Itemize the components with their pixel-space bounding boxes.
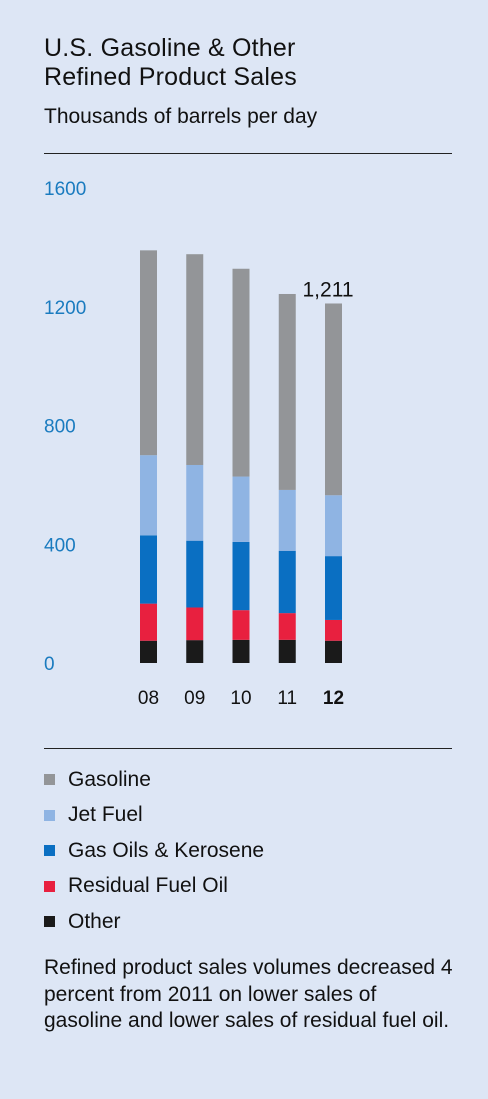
chart-title-line-1: U.S. Gasoline & Other <box>44 34 296 62</box>
y-tick-label: 1600 <box>44 179 86 200</box>
y-tick-label: 400 <box>44 535 76 556</box>
bar-segment-residual-11 <box>278 613 296 640</box>
bar-segment-gas_oils-11 <box>278 550 296 614</box>
bar-segment-other-12 <box>325 640 342 663</box>
bar-segment-other-11 <box>278 639 296 663</box>
bottom-divider <box>44 748 452 749</box>
bar-segment-jet_fuel-08 <box>140 455 157 536</box>
x-axis: 08 09 10 11 12 <box>138 688 344 709</box>
bar-segment-gasoline-11 <box>278 293 296 490</box>
bar-segment-residual-08 <box>140 603 157 641</box>
y-tick-label: 0 <box>44 654 55 675</box>
bar-stack-12 <box>325 303 342 663</box>
bar-segment-other-10 <box>232 639 250 663</box>
x-tick-label: 12 <box>323 688 344 709</box>
chart-title-line-2: Refined Product Sales <box>44 63 297 91</box>
top-divider <box>44 153 452 154</box>
bar-segment-gasoline-09 <box>186 254 204 465</box>
bar-stack-10 <box>232 268 250 663</box>
legend: Gasoline Jet Fuel Gas Oils & Kerosene Resid… <box>44 762 264 940</box>
legend-item-gas_oils: Gas Oils & Kerosene <box>44 833 264 869</box>
legend-item-residual: Residual Fuel Oil <box>44 869 264 905</box>
legend-swatch <box>44 880 55 892</box>
bar-segment-residual-12 <box>325 619 342 641</box>
y-axis: 0 400 800 1200 1600 <box>44 179 86 675</box>
bar-segment-gasoline-10 <box>232 268 250 477</box>
bar-stack-09 <box>186 254 204 663</box>
legend-label: Other <box>68 909 121 933</box>
x-tick-label: 10 <box>230 688 251 709</box>
bar-segment-other-09 <box>186 640 204 663</box>
bar-segment-other-08 <box>140 640 157 663</box>
legend-swatch <box>44 809 55 821</box>
bar-segment-residual-09 <box>186 607 204 641</box>
bar-segment-jet_fuel-09 <box>186 464 204 541</box>
bar-segment-gas_oils-12 <box>325 556 342 620</box>
bar-segment-gasoline-08 <box>140 250 157 456</box>
legend-label: Gasoline <box>68 767 151 791</box>
y-tick-label: 800 <box>44 417 76 438</box>
bar-stack-11 <box>278 293 296 663</box>
bar-segment-jet_fuel-10 <box>232 476 250 542</box>
annotations: 1,211 <box>303 278 354 301</box>
legend-item-other: Other <box>44 904 264 940</box>
legend-swatch <box>44 845 55 857</box>
legend-swatch <box>44 774 55 786</box>
x-tick-label: 09 <box>184 688 205 709</box>
legend-item-jet_fuel: Jet Fuel <box>44 798 264 834</box>
bar-segment-residual-10 <box>232 610 250 640</box>
bar-stack-08 <box>140 250 157 663</box>
bars <box>140 250 342 663</box>
x-tick-label: 08 <box>138 688 159 709</box>
chart-title: U.S. Gasoline & Other Refined Product Sa… <box>44 34 464 92</box>
bar-segment-gas_oils-08 <box>140 535 157 604</box>
legend-label: Jet Fuel <box>68 803 143 827</box>
chart-subtitle: Thousands of barrels per day <box>44 105 318 128</box>
bar-segment-jet_fuel-11 <box>278 489 296 551</box>
bar-segment-jet_fuel-12 <box>325 495 342 557</box>
stacked-bar-chart: 0 400 800 1200 1600 08 09 10 11 12 1,211 <box>44 179 354 709</box>
bar-segment-gas_oils-09 <box>186 540 204 608</box>
legend-label: Residual Fuel Oil <box>68 874 228 898</box>
x-tick-label: 11 <box>277 688 297 709</box>
legend-item-gasoline: Gasoline <box>44 762 264 798</box>
legend-swatch <box>44 916 55 928</box>
bar-segment-gasoline-12 <box>325 303 342 496</box>
total-annotation: 1,211 <box>303 278 354 301</box>
y-tick-label: 1200 <box>44 298 86 319</box>
bar-segment-gas_oils-10 <box>232 541 250 611</box>
footnote: Refined product sales volumes decreased … <box>44 956 453 1032</box>
legend-label: Gas Oils & Kerosene <box>68 838 265 862</box>
